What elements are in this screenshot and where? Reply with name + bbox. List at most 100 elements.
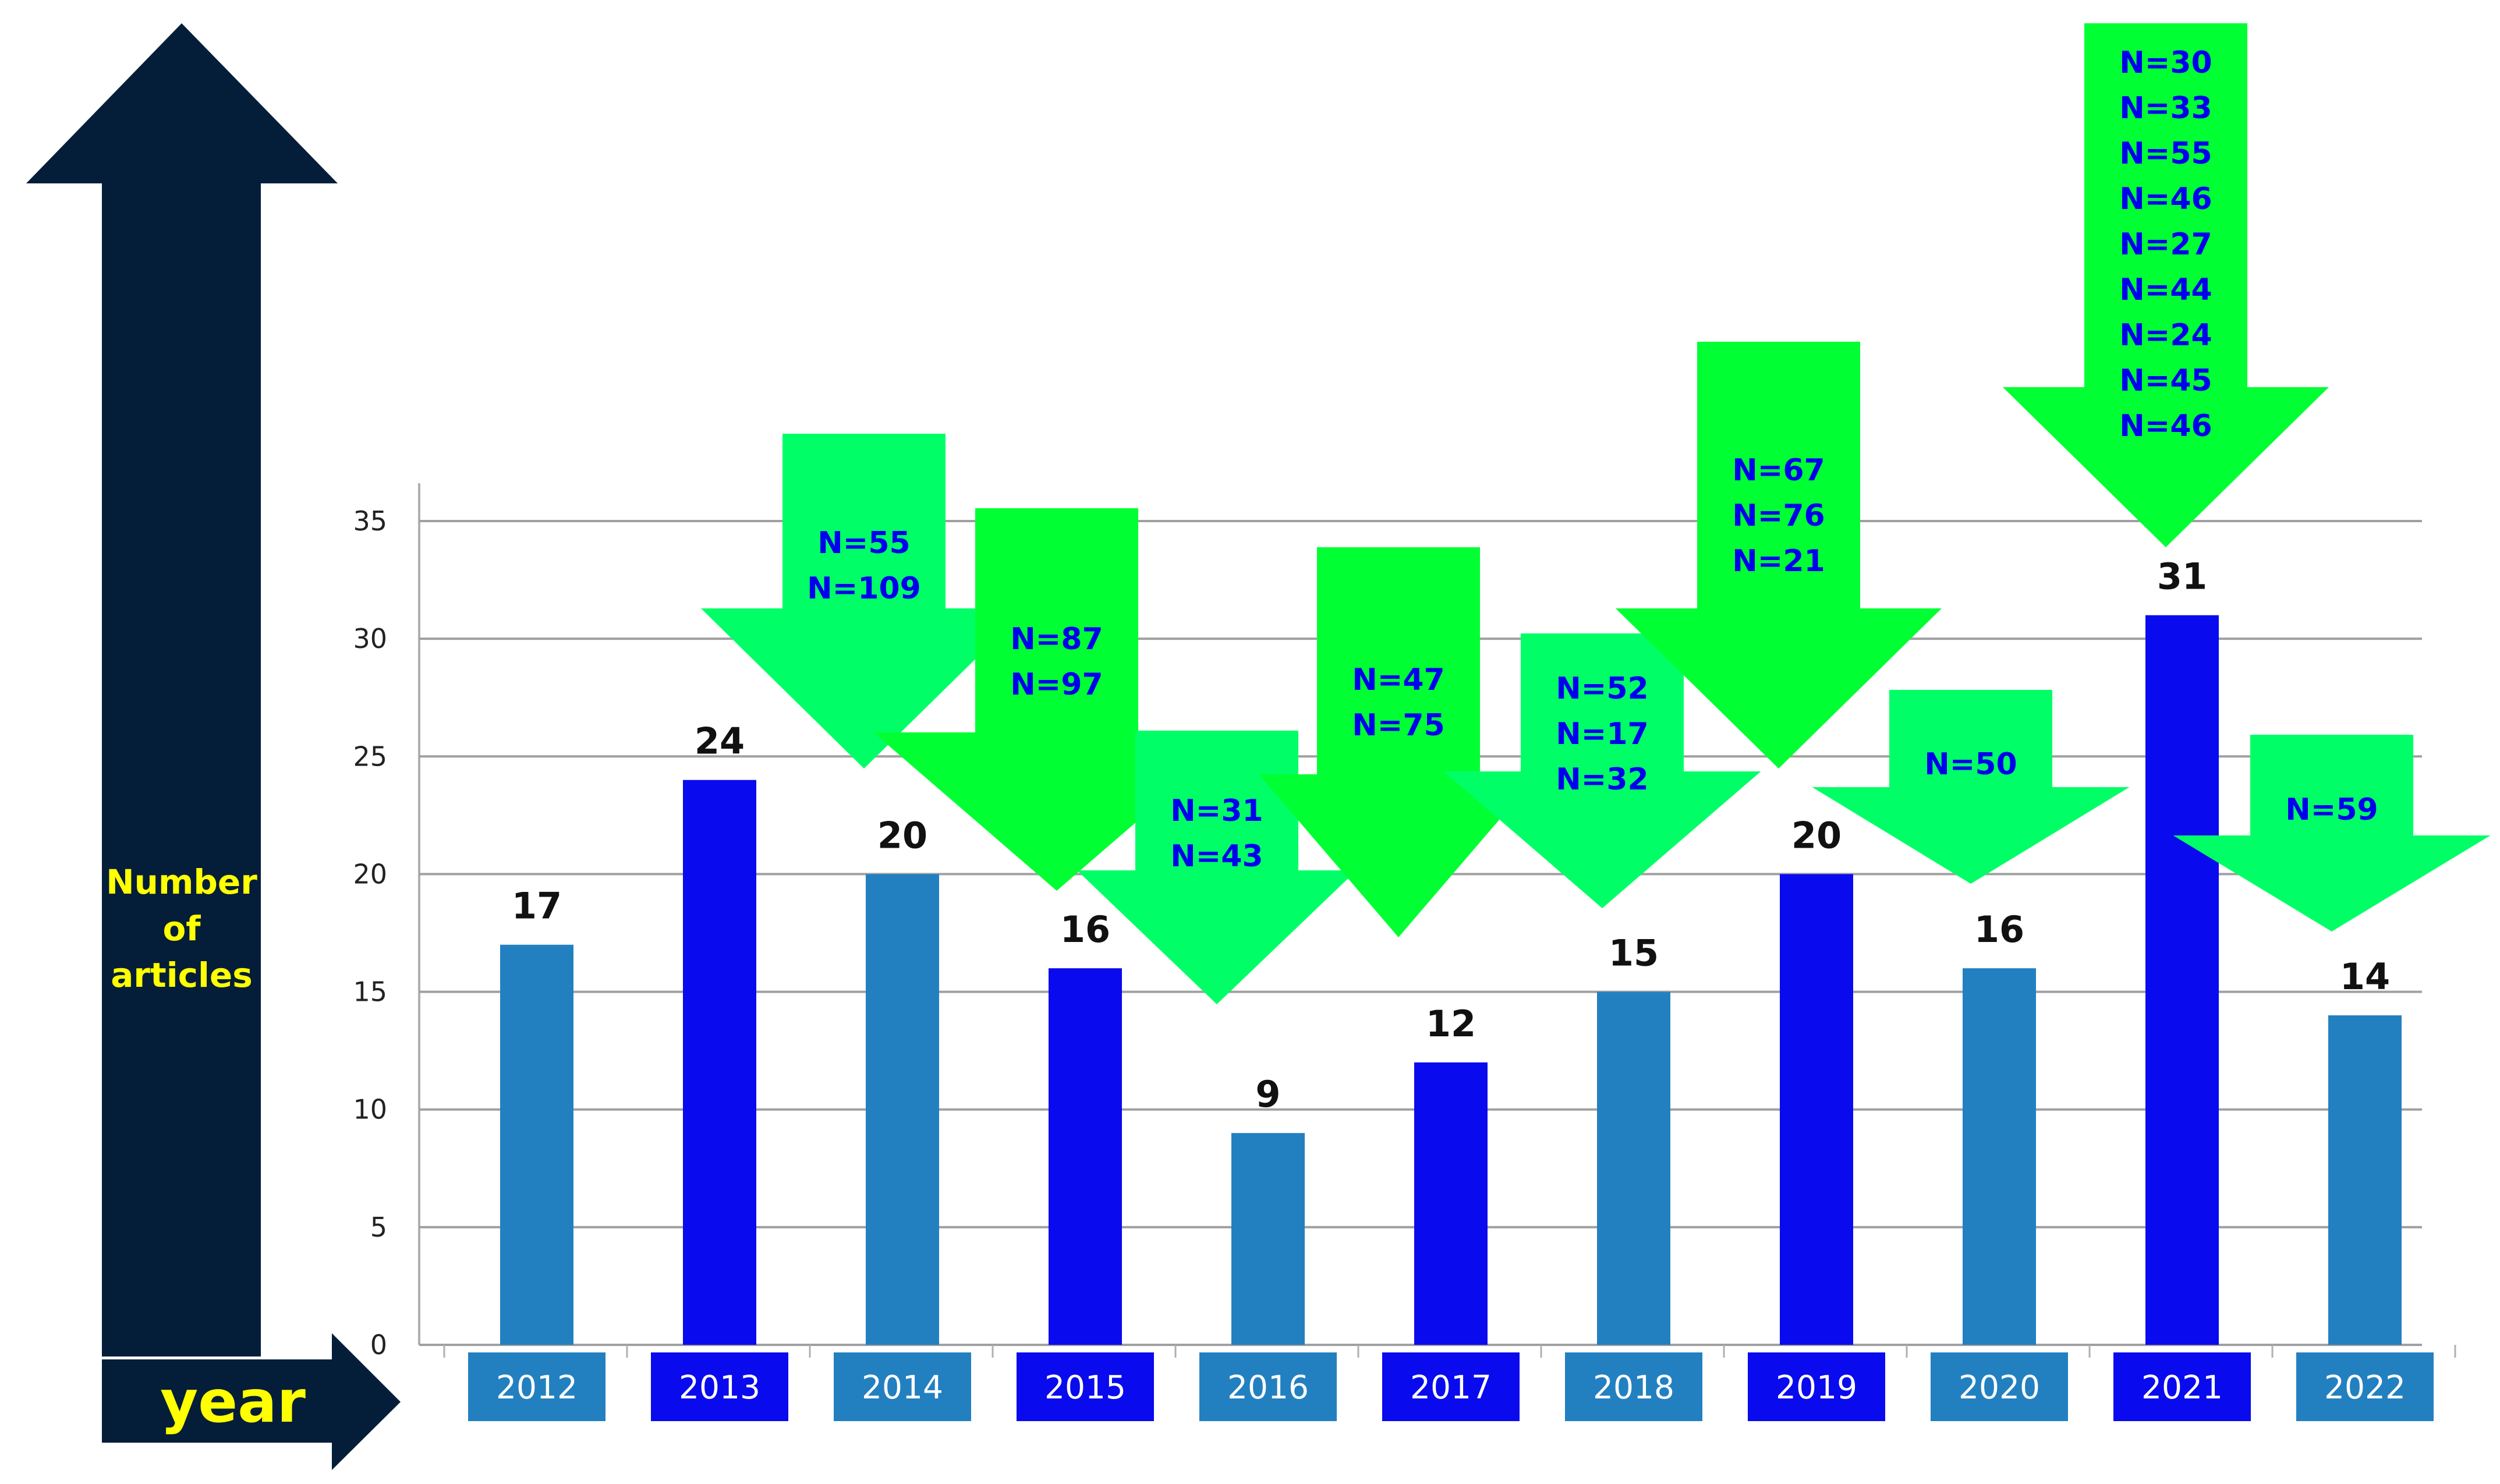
year-box-2022 bbox=[2296, 1352, 2434, 1421]
bar-2021 bbox=[2145, 615, 2219, 1345]
bar-2016 bbox=[1231, 1133, 1305, 1345]
bar-2020 bbox=[1963, 968, 2036, 1345]
annotation-label: N=21 bbox=[1732, 544, 1825, 579]
annotation-label: N=44 bbox=[2119, 272, 2212, 307]
x-tick-label-2022: 2022 bbox=[2324, 1369, 2406, 1406]
annotation-label: N=43 bbox=[1170, 839, 1263, 874]
year-box-2018 bbox=[1565, 1352, 1702, 1421]
annotation-label: N=67 bbox=[1732, 453, 1825, 488]
y-tick-label: 0 bbox=[370, 1329, 387, 1361]
y-tick-label: 35 bbox=[353, 505, 387, 537]
bar-2014 bbox=[866, 874, 939, 1345]
bar-2012 bbox=[500, 944, 573, 1345]
x-tick-label-2015: 2015 bbox=[1044, 1369, 1126, 1406]
annotation-label: N=46 bbox=[2119, 182, 2212, 217]
annotation-2020: N=50 bbox=[1812, 690, 2130, 884]
y-tick-label: 5 bbox=[370, 1212, 387, 1243]
year-box-2017 bbox=[1382, 1352, 1520, 1421]
x-tick-label-2018: 2018 bbox=[1593, 1369, 1674, 1406]
annotation-2014: N=55 N=109 bbox=[701, 434, 1027, 768]
year-box-2021 bbox=[2113, 1352, 2251, 1421]
year-box-2019 bbox=[1748, 1352, 1885, 1421]
annotation-label: N=32 bbox=[1556, 762, 1648, 797]
value-label-2022: 14 bbox=[2340, 955, 2390, 998]
year-box-2015 bbox=[1017, 1352, 1154, 1421]
x-tick-label-2017: 2017 bbox=[1410, 1369, 1492, 1406]
annotation-label: N=17 bbox=[1556, 717, 1648, 752]
y-tick-label: 20 bbox=[353, 858, 387, 890]
annotation-label: N=59 bbox=[2285, 792, 2378, 827]
value-label-2016: 9 bbox=[1255, 1073, 1280, 1115]
down-arrow-icon bbox=[1259, 547, 1538, 937]
annotation-label: N=87 bbox=[1010, 622, 1103, 657]
annotation-2022: N=59 bbox=[2173, 735, 2491, 932]
annotation-2021: N=30 N=33 N=55 N=46 N=27 N=44 N=24 N=45 N=46 bbox=[2003, 23, 2329, 547]
value-labels: 17 24 20 16 9 12 15 20 16 31 14 bbox=[512, 555, 2390, 1115]
annotation-2017: N=47 N=75 bbox=[1259, 547, 1538, 937]
right-arrow-icon bbox=[102, 1333, 401, 1470]
annotation-label: N=52 bbox=[1556, 671, 1648, 706]
x-tick-label-2014: 2014 bbox=[862, 1369, 943, 1406]
value-label-2021: 31 bbox=[2157, 555, 2207, 598]
annotation-label: N=45 bbox=[2119, 363, 2212, 398]
bar-2018 bbox=[1597, 991, 1670, 1345]
bars bbox=[500, 615, 2402, 1345]
year-box-2020 bbox=[1931, 1352, 2068, 1421]
xlabel: year bbox=[160, 1368, 306, 1436]
annotation-label: N=33 bbox=[2119, 91, 2212, 126]
down-arrow-icon bbox=[2003, 23, 2329, 547]
value-label-2019: 20 bbox=[1791, 814, 1842, 856]
annotation-label: N=24 bbox=[2119, 318, 2212, 353]
value-label-2018: 15 bbox=[1609, 932, 1659, 975]
value-label-2012: 17 bbox=[512, 885, 562, 927]
x-axis-label: year bbox=[102, 1333, 401, 1470]
annotation-label: N=55 bbox=[2119, 136, 2212, 171]
year-box-2016 bbox=[1199, 1352, 1337, 1421]
annotation-label: N=47 bbox=[1352, 663, 1444, 697]
ylabel-line-2: of bbox=[162, 909, 201, 948]
annotation-label: N=97 bbox=[1010, 667, 1103, 702]
value-label-2015: 16 bbox=[1060, 908, 1110, 951]
year-box-2012 bbox=[468, 1352, 605, 1421]
bar-2015 bbox=[1049, 968, 1122, 1345]
y-tick-label: 30 bbox=[353, 623, 387, 654]
annotation-label: N=75 bbox=[1352, 708, 1444, 743]
annotation-label: N=30 bbox=[2119, 45, 2212, 80]
year-box-2014 bbox=[834, 1352, 971, 1421]
annotation-2018: N=52 N=17 N=32 bbox=[1443, 633, 1761, 908]
bar-2013 bbox=[683, 780, 756, 1345]
bar-2019 bbox=[1780, 874, 1853, 1345]
y-tick-label: 15 bbox=[353, 976, 387, 1008]
annotation-label: N=55 bbox=[817, 526, 910, 561]
annotation-label: N=109 bbox=[807, 571, 921, 606]
y-axis-label: Number of articles bbox=[26, 23, 338, 1357]
ylabel-line-1: Number bbox=[106, 862, 257, 902]
down-arrow-icon bbox=[1443, 633, 1761, 908]
up-arrow-icon bbox=[26, 23, 338, 1357]
down-arrow-icon bbox=[1812, 690, 2130, 884]
annotation-label: N=76 bbox=[1732, 498, 1825, 533]
value-label-2017: 12 bbox=[1426, 1003, 1476, 1045]
value-label-2020: 16 bbox=[1974, 908, 2024, 951]
x-tick-label-2020: 2020 bbox=[1959, 1369, 2040, 1406]
x-tick-label-2013: 2013 bbox=[679, 1369, 760, 1406]
down-arrow-icon bbox=[1616, 342, 1942, 768]
value-label-2014: 20 bbox=[877, 814, 927, 856]
x-tick-label-2012: 2012 bbox=[496, 1369, 578, 1406]
x-tick-label-2016: 2016 bbox=[1227, 1369, 1309, 1406]
annotation-arrows: N=55 N=109 N=87 N=97 N=31 N=43 N=47 N=75 N=52 N=1… bbox=[701, 23, 2491, 1004]
year-box-2013 bbox=[651, 1352, 788, 1421]
annotation-label: N=46 bbox=[2119, 409, 2212, 444]
annotation-2019: N=67 N=76 N=21 bbox=[1616, 342, 1942, 768]
down-arrow-icon bbox=[701, 434, 1027, 768]
annotation-label: N=50 bbox=[1924, 747, 2017, 782]
x-tick-label-2019: 2019 bbox=[1776, 1369, 1857, 1406]
annotation-label: N=31 bbox=[1170, 794, 1263, 828]
bar-2022 bbox=[2328, 1015, 2402, 1345]
x-axis-ticks: 2012 2013 2014 2015 2016 2017 2018 2019 2020 2021… bbox=[468, 1352, 2434, 1421]
bar-2017 bbox=[1414, 1062, 1488, 1345]
y-tick-label: 10 bbox=[353, 1094, 387, 1125]
down-arrow-icon bbox=[2173, 735, 2491, 932]
annotation-label: N=27 bbox=[2119, 227, 2212, 262]
